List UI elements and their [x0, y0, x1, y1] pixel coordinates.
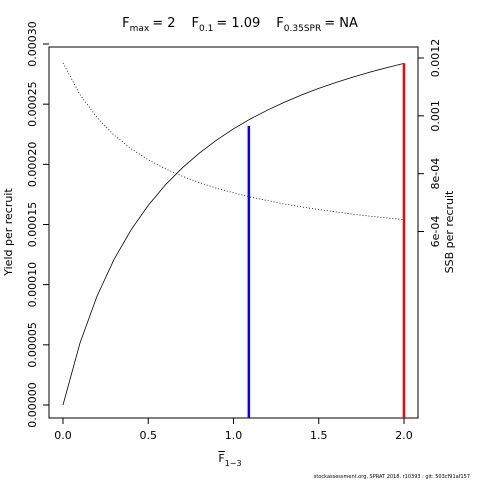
chart-title: Fmax = 2 F0.1 = 1.09 F0.35SPR = NA [122, 16, 358, 34]
series-line [62, 62, 405, 406]
plot-frame [48, 46, 419, 419]
y2-tick-label: 6e-04 [429, 216, 442, 248]
title-sub: 0.35SPR [284, 24, 321, 34]
y2-axis-label: SSB per recruit [443, 190, 456, 273]
x-tick-label: 2.0 [395, 429, 413, 442]
title-value: = NA [324, 16, 358, 31]
title-value: = 1.09 [216, 16, 260, 31]
y-tick-label: 0.00015 [26, 202, 39, 248]
x-label-symbol: F [218, 452, 224, 465]
y2-tick-label: 8e-04 [429, 158, 442, 190]
y-tick-label: 0.00005 [26, 322, 39, 368]
title-sub: 0.1 [199, 24, 213, 34]
x-tick-label: 1.0 [225, 429, 243, 442]
title-symbol: F [192, 16, 199, 31]
y-tick-label: 0.00000 [26, 382, 39, 428]
title-symbol: F [122, 16, 129, 31]
y-tick-label: 0.00020 [26, 142, 39, 188]
y-axis-label: Yield per recruit [2, 188, 15, 277]
title-symbol: F [276, 16, 283, 31]
y-tick-label: 0.00030 [26, 21, 39, 66]
y-tick-label: 0.00010 [26, 262, 39, 308]
x-axis-label: F1−3 [218, 452, 241, 468]
y2-tick-label: 0.0012 [429, 39, 442, 78]
x-tick-label: 0.0 [54, 429, 72, 442]
y-tick-label: 0.00025 [26, 81, 39, 127]
x-tick-label: 0.5 [139, 429, 157, 442]
y2-tick-label: 0.001 [429, 100, 442, 132]
x-tick-label: 1.5 [310, 429, 328, 442]
title-value: = 2 [152, 16, 175, 31]
series-line [62, 62, 405, 221]
x-label-sub: 1−3 [225, 459, 242, 468]
footer: stockassessment.org, SPRAT 2018, r10393 … [314, 474, 470, 480]
title-sub: max [130, 24, 150, 34]
